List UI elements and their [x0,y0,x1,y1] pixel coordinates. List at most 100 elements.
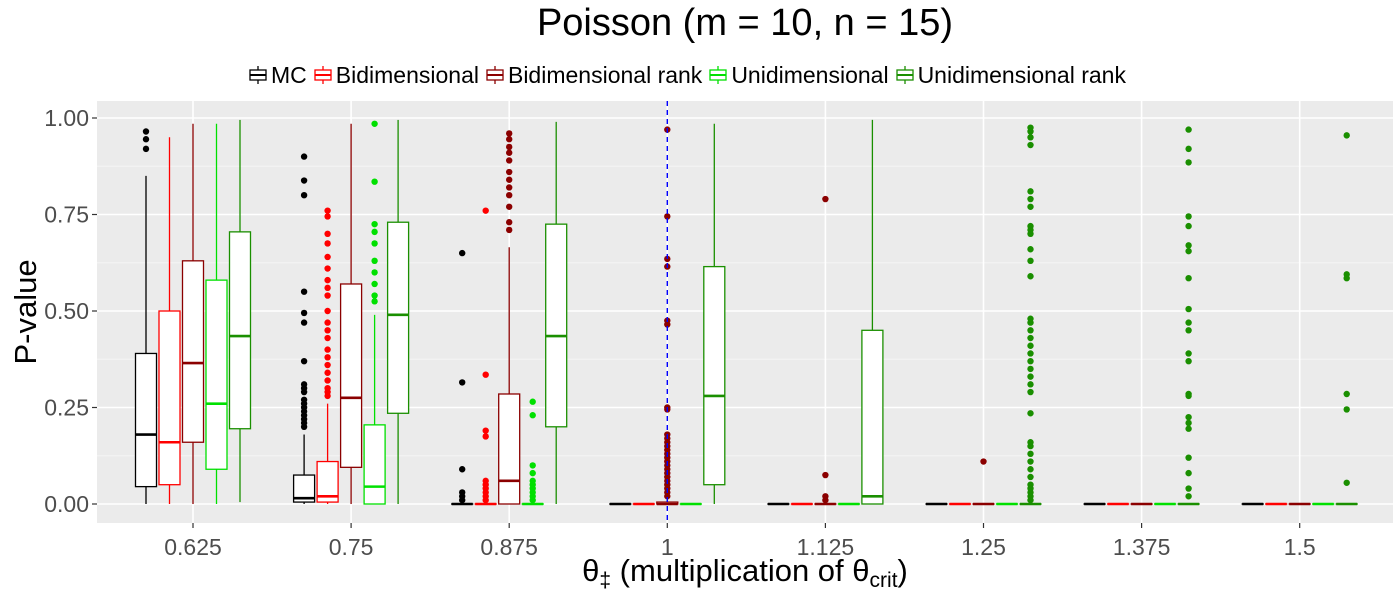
outlier-point [822,471,829,479]
outlier-point [1027,458,1034,465]
box [205,279,228,470]
outlier-point [1027,257,1034,265]
outlier-point [980,458,987,465]
outlier-point [324,319,331,326]
outlier-point [324,354,331,361]
outlier-point [506,184,513,191]
box [339,283,363,468]
outlier-point [1185,242,1192,249]
outlier-point [1185,305,1192,313]
box [316,460,339,503]
legend-key-icon [249,66,267,84]
outlier-point [371,240,378,247]
outlier-point [300,309,308,317]
plot-panel [97,101,1393,523]
legend-item: Bidimensional rank [485,62,702,89]
outlier-point [529,496,536,504]
y-tick-label: 0.00 [44,491,89,517]
outlier-point [300,192,308,199]
outlier-point [822,496,829,504]
outlier-point [1185,454,1192,461]
outlier-point [324,346,331,353]
outlier-point [1027,246,1034,253]
outlier-point [142,128,150,135]
x-tick-label: 0.75 [329,534,374,560]
outlier-point [482,433,489,440]
chart-legend: MC Bidimensional Bidimensional rank Unidime… [248,60,1126,90]
outlier-point [529,412,536,419]
outlier-point [1185,493,1192,500]
legend-item: Unidimensional rank [895,62,1126,89]
outlier-point [1027,381,1034,388]
outlier-point [1185,247,1192,255]
x-tick-label: 1.25 [961,534,1006,560]
outlier-point [1027,442,1034,450]
legend-item: MC [248,62,307,89]
outlier-point [664,493,671,500]
outlier-point [1027,496,1034,504]
outlier-point [324,307,331,315]
legend-item: Bidimensional [313,62,479,89]
outlier-point [1027,203,1034,210]
outlier-point [300,288,308,295]
outlier-point [1185,425,1192,432]
outlier-point [1185,392,1192,400]
outlier-point [1185,327,1192,334]
x-tick-label: 1 [661,534,674,560]
x-tick-label: 1.125 [797,534,855,560]
box [134,352,158,488]
outlier-point [664,213,671,220]
outlier-point [1027,334,1034,342]
outlier-point [506,136,513,143]
legend-key-icon [709,66,727,84]
outlier-point [482,496,489,504]
outlier-point [324,327,331,334]
legend-label: Unidimensional [731,61,889,88]
outlier-point [822,195,829,203]
outlier-point [1343,479,1350,486]
outlier-point [1027,373,1034,380]
outlier-point [300,177,308,184]
box [158,310,181,486]
outlier-point [459,466,466,473]
box [386,221,410,414]
outlier-point [371,292,378,299]
outlier-point [529,469,536,477]
outlier-point [371,280,378,288]
outlier-point [506,157,513,164]
outlier-point [371,220,378,228]
outlier-point [529,462,536,469]
outlier-point [1027,327,1034,334]
outlier-point [300,388,308,396]
outlier-point [324,369,331,376]
outlier-point [142,136,150,143]
outlier-point [506,130,513,137]
outlier-point [1027,230,1034,237]
outlier-point [529,398,536,405]
box [228,231,252,430]
outlier-point [324,292,331,299]
y-tick-label: 0.75 [44,202,89,228]
outlier-point [1027,141,1034,149]
x-axis-label: θ‡ (multiplication of θcrit) [582,553,908,592]
outlier-point [506,203,513,210]
outlier-point [324,207,331,214]
outlier-point [324,392,331,400]
outlier-point [1343,406,1350,413]
outlier-point [1027,273,1034,280]
outlier-point [506,168,513,176]
outlier-point [1027,350,1034,357]
outlier-point [324,334,331,342]
outlier-point [459,249,466,257]
outlier-point [1027,450,1034,458]
y-tick-label: 0.25 [44,395,89,421]
outlier-point [324,240,331,247]
outlier-point [506,143,513,151]
outlier-point [1027,128,1034,135]
legend-label: Bidimensional [335,61,479,88]
x-tick-label: 0.625 [164,534,222,560]
y-tick-label: 1.00 [44,105,89,131]
outlier-point [506,149,513,156]
outlier-point [459,496,466,504]
outlier-point [482,427,489,434]
